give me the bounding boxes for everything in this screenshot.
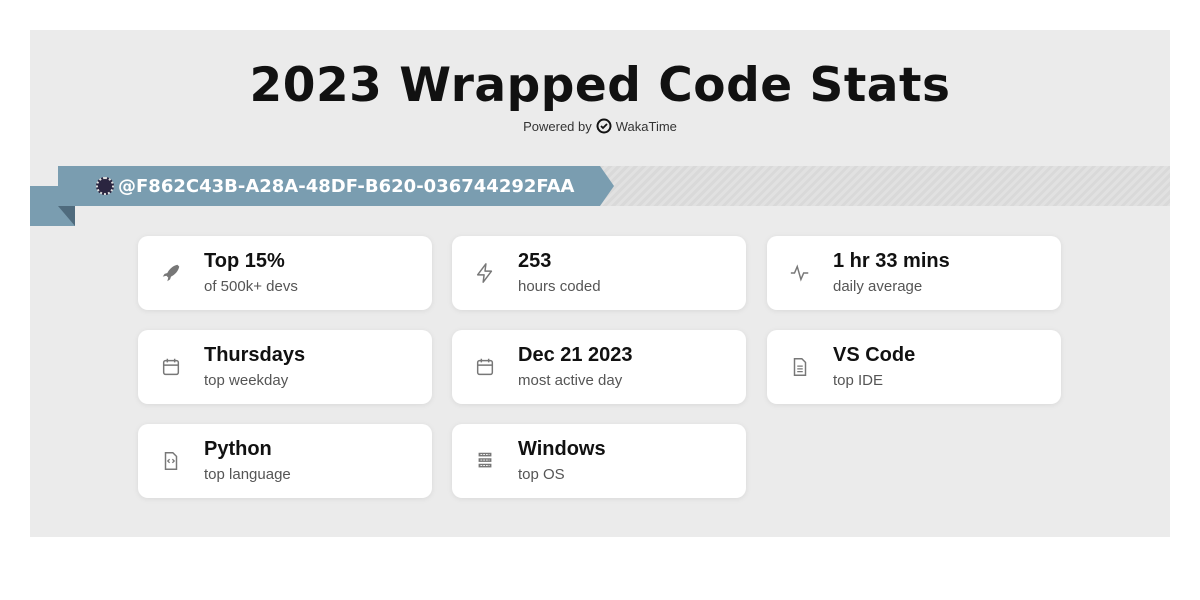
calendar-icon [162,358,180,376]
stat-label: most active day [518,372,623,389]
stat-card: Windows top OS [452,424,746,498]
rocket-icon [162,264,180,282]
powered-by: Powered by WakaTime [30,118,1170,134]
stat-card: Thursdays top weekday [138,330,432,404]
ribbon-texture [600,166,1170,206]
powered-by-text: Powered by [523,118,592,134]
stat-label: hours coded [518,278,601,295]
document-icon [793,358,807,376]
server-icon [478,452,492,468]
ribbon-fold [58,206,75,226]
code-file-icon [164,452,178,470]
stat-value: Dec 21 2023 [518,344,633,366]
stat-value: Windows [518,438,606,460]
stat-value: Python [204,438,272,460]
wakatime-link[interactable]: WakaTime [615,118,677,134]
stat-value: Thursdays [204,344,306,366]
stat-card: Top 15% of 500k+ devs [138,236,432,310]
stat-card: 253 hours coded [452,236,746,310]
stat-label: top weekday [204,372,289,389]
stat-label: daily average [833,278,923,295]
ribbon-band [58,166,614,206]
avatar [96,177,114,195]
stat-card: 1 hr 33 mins daily average [767,236,1061,310]
stat-value: 1 hr 33 mins [833,250,950,272]
stat-label: top IDE [833,372,884,389]
stat-value: 253 [518,250,552,272]
lightning-icon [476,263,493,283]
page-title: 2023 Wrapped Code Stats [249,58,951,113]
stat-card: VS Code top IDE [767,330,1061,404]
stat-label: top OS [518,466,565,483]
user-banner: @F862C43B-A28A-48DF-B620-036744292FAA [96,166,574,206]
stat-card: Dec 21 2023 most active day [452,330,746,404]
calendar-icon [476,358,494,376]
activity-icon [790,264,809,282]
stat-label: of 500k+ devs [204,278,298,295]
stat-label: top language [204,466,291,483]
stat-card: Python top language [138,424,432,498]
wakatime-logo-icon [596,118,612,134]
stat-value: VS Code [833,344,916,366]
user-handle: @F862C43B-A28A-48DF-B620-036744292FAA [118,175,575,197]
stat-value: Top 15% [204,250,285,272]
